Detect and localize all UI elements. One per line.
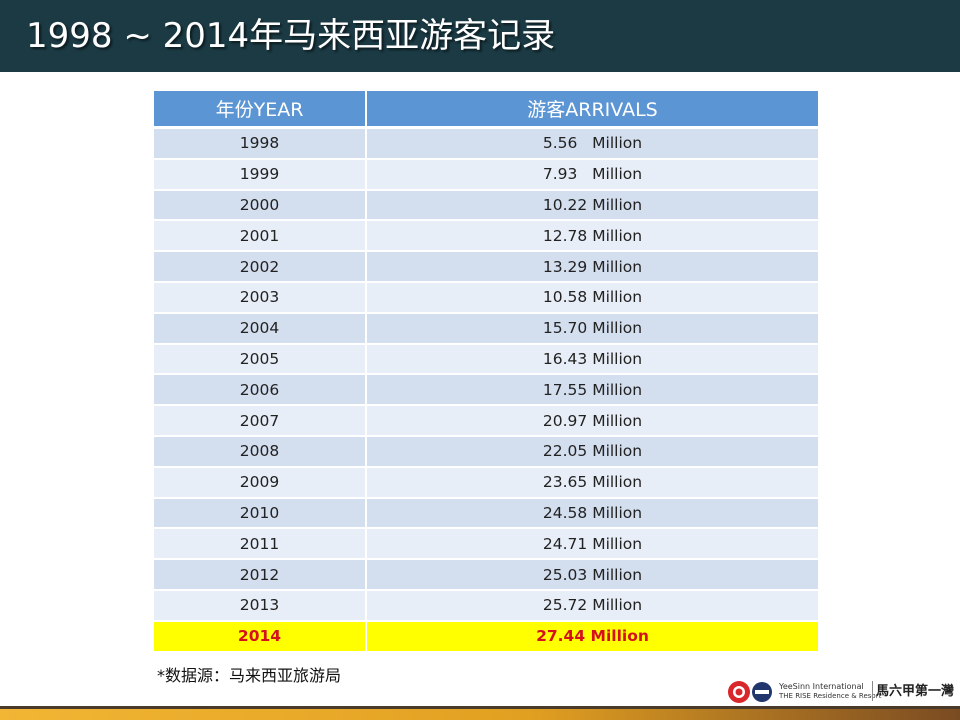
brand-logo-icons — [728, 681, 772, 703]
table-body: 1998 5.56 Million 1999 7.93 Million 2000 10.2… — [154, 127, 818, 653]
table-row: 1998 5.56 Million — [154, 127, 818, 160]
cell-year: 2007 — [154, 405, 367, 437]
cell-arrivals: 24.71 Million — [366, 528, 818, 561]
table-row: 2007 20.97 Million — [154, 405, 818, 437]
cell-arrivals: 15.70 Million — [366, 312, 818, 345]
brand-logos: YeeSinn International THE RISE Residence… — [726, 678, 954, 706]
cell-year: 2010 — [154, 497, 367, 530]
cell-year: 2013 — [154, 589, 367, 622]
cell-year: 2002 — [154, 251, 367, 283]
cell-year: 2008 — [154, 435, 367, 468]
table-row: 2012 25.03 Million — [154, 559, 818, 591]
table-row: 2010 24.58 Million — [154, 497, 818, 530]
table-row: 2002 13.29 Million — [154, 251, 818, 283]
cell-year: 1999 — [154, 158, 367, 191]
cell-year: 2001 — [154, 220, 367, 253]
table-row: 2005 16.43 Million — [154, 343, 818, 376]
tourist-arrivals-table-container: 年份YEAR 游客ARRIVALS 1998 5.56 Million 1999 7.… — [154, 91, 818, 653]
cell-year: 2014 — [154, 620, 367, 653]
cell-arrivals: 10.22 Million — [366, 189, 818, 222]
cell-year: 2000 — [154, 189, 367, 222]
table-row: 2001 12.78 Million — [154, 220, 818, 253]
table-row: 1999 7.93 Million — [154, 158, 818, 191]
cell-year: 1998 — [154, 127, 367, 160]
table-header-row: 年份YEAR 游客ARRIVALS — [154, 91, 818, 129]
brand-name-line-2: THE RISE Residence & Resort — [779, 692, 882, 700]
cell-arrivals: 10.58 Million — [366, 281, 818, 314]
cell-arrivals: 12.78 Million — [366, 220, 818, 253]
cell-arrivals: 25.03 Million — [366, 559, 818, 591]
footer-bar — [0, 709, 960, 720]
cell-year: 2004 — [154, 312, 367, 345]
cell-year: 2012 — [154, 559, 367, 591]
column-header-arrivals: 游客ARRIVALS — [366, 91, 818, 129]
table-row: 2006 17.55 Million — [154, 374, 818, 407]
column-header-year: 年份YEAR — [154, 91, 367, 129]
cell-arrivals: 25.72 Million — [366, 589, 818, 622]
cell-arrivals: 7.93 Million — [366, 158, 818, 191]
cell-arrivals: 20.97 Million — [366, 405, 818, 437]
source-note: *数据源：马来西亚旅游局 — [157, 666, 342, 685]
title-bar: 1998 ~ 2014年马来西亚游客记录 — [0, 0, 960, 72]
cell-year: 2003 — [154, 281, 367, 314]
cell-arrivals: 13.29 Million — [366, 251, 818, 283]
table-row: 2000 10.22 Million — [154, 189, 818, 222]
page-title: 1998 ~ 2014年马来西亚游客记录 — [26, 16, 556, 56]
logo-divider — [872, 681, 873, 701]
cell-year: 2011 — [154, 528, 367, 561]
table-row: 2011 24.71 Million — [154, 528, 818, 561]
cell-arrivals: 27.44 Million — [366, 620, 818, 653]
cell-arrivals: 16.43 Million — [366, 343, 818, 376]
table-row: 2008 22.05 Million — [154, 435, 818, 468]
cell-arrivals: 22.05 Million — [366, 435, 818, 468]
cell-arrivals: 24.58 Million — [366, 497, 818, 530]
table-row-highlighted: 2014 27.44 Million — [154, 620, 818, 653]
cell-arrivals: 5.56 Million — [366, 127, 818, 160]
table-row: 2013 25.72 Million — [154, 589, 818, 622]
footer-divider — [0, 706, 960, 709]
cell-year: 2005 — [154, 343, 367, 376]
cell-arrivals: 17.55 Million — [366, 374, 818, 407]
cell-year: 2009 — [154, 466, 367, 499]
brand-name-line-1: YeeSinn International — [779, 682, 864, 691]
tourist-arrivals-table: 年份YEAR 游客ARRIVALS 1998 5.56 Million 1999 7.… — [154, 91, 818, 653]
table-row: 2003 10.58 Million — [154, 281, 818, 314]
cell-arrivals: 23.65 Million — [366, 466, 818, 499]
brand-tagline: 馬六甲第一灣 — [876, 684, 955, 699]
cell-year: 2006 — [154, 374, 367, 407]
table-row: 2004 15.70 Million — [154, 312, 818, 345]
table-row: 2009 23.65 Million — [154, 466, 818, 499]
